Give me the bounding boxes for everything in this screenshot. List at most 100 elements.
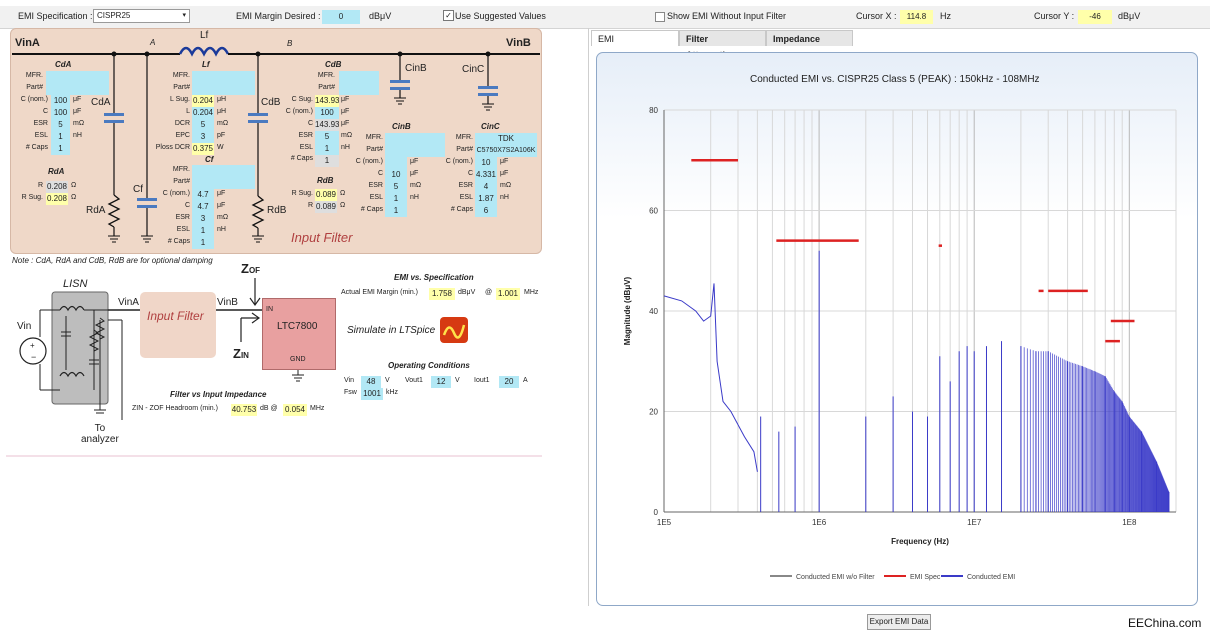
cf-cnom-input[interactable]: 4.7 [192, 189, 214, 201]
rda-r-value: 0.208 [46, 181, 68, 193]
export-emi-data-button[interactable]: Export EMI Data [867, 614, 931, 630]
rda-rsug-value: 0.208 [46, 193, 68, 205]
cdb-esl-input[interactable]: 1 [315, 143, 339, 155]
cda-cnom-input[interactable]: 100 [51, 95, 70, 107]
lf-epc-input[interactable]: 3 [192, 131, 214, 143]
cdb-c-label: C [307, 120, 313, 127]
lf-l-input[interactable]: 0.204 [192, 107, 214, 119]
lf-ploss-label: Ploss DCR [155, 144, 190, 151]
ltspice-launch-button[interactable] [440, 317, 468, 343]
op-vin-input[interactable]: 48 [361, 376, 381, 388]
cdb-cnom-input[interactable]: 100 [315, 107, 339, 119]
cinc-c-unit: μF [500, 170, 509, 177]
cdb-esl-unit: nH [341, 144, 350, 151]
emi-margin-input[interactable]: 0 [322, 10, 360, 24]
cda-c-input[interactable]: 100 [51, 107, 70, 119]
cinc-esr-input[interactable]: 4 [475, 181, 497, 193]
cinb-esl-input[interactable]: 1 [385, 193, 407, 205]
cinc-cnom-input[interactable]: 10 [475, 157, 497, 169]
cda-esl-input[interactable]: 1 [51, 131, 70, 143]
cf-caps-input[interactable]: 1 [192, 237, 214, 249]
y-tick-label: 20 [649, 408, 658, 417]
cinb-part-input[interactable] [385, 145, 445, 157]
cinb-cnom-input[interactable] [385, 157, 407, 169]
cinc-cnom-label: C (nom.) [445, 158, 473, 165]
op-vout-input[interactable]: 12 [431, 376, 451, 388]
cf-mfr-input[interactable] [192, 165, 255, 177]
cdb-mfr-label: MFR. [317, 72, 335, 79]
cinb-title: CinB [392, 122, 411, 131]
cinb-esr-label: ESR [368, 182, 383, 189]
show-emi-checkbox[interactable] [655, 12, 665, 22]
cinb-c-input[interactable]: 10 [385, 169, 407, 181]
actual-margin-label: Actual EMI Margin (min.) [341, 289, 419, 296]
cf-esl-input[interactable]: 1 [192, 225, 214, 237]
cf-esr-input[interactable]: 3 [192, 213, 214, 225]
cdb-part-input[interactable] [339, 83, 379, 95]
cdb-esr-input[interactable]: 5 [315, 131, 339, 143]
cinc-caps-input[interactable]: 6 [475, 205, 497, 217]
lf-part-label: Part# [173, 84, 190, 91]
cdb-mfr-input[interactable] [339, 71, 379, 83]
op-fsw-input[interactable]: 1001 [361, 388, 383, 400]
cda-caps-input[interactable]: 1 [51, 143, 70, 155]
cursor-x-unit: Hz [940, 11, 951, 21]
filter-vs-impedance-title: Filter vs Input Impedance [170, 390, 267, 399]
y-tick-label: 40 [649, 307, 658, 316]
cf-cnom-label: C (nom.) [162, 190, 190, 197]
margin-freq-value: 1.001 [496, 288, 520, 300]
cdb-c-value: 143.93 [315, 119, 339, 131]
zin-headroom-freq: 0.054 [283, 404, 307, 416]
cinc-mfr-input[interactable]: TDK [475, 133, 537, 145]
cinb-esr-input[interactable]: 5 [385, 181, 407, 193]
cda-mfr-input[interactable] [46, 71, 109, 83]
op-conditions-title: Operating Conditions [388, 361, 470, 370]
lf-dcr-input[interactable]: 5 [192, 119, 214, 131]
input-filter-title: Input Filter [291, 230, 353, 245]
tab-emi[interactable]: EMI [591, 30, 679, 46]
rdb-title: RdB [317, 176, 334, 185]
cda-part-label: Part# [26, 84, 43, 91]
cinc-label: CinC [462, 64, 485, 75]
tab-impedance[interactable]: Impedance [766, 30, 853, 46]
lf-mfr-input[interactable] [192, 71, 255, 83]
cinb-mfr-input[interactable] [385, 133, 445, 145]
input-filter-block-label: Input Filter [147, 309, 204, 323]
use-suggested-checkbox[interactable]: ✓ [443, 10, 454, 21]
cinc-part-input[interactable]: C5750X7S2A106K [475, 145, 537, 157]
op-fsw-label: Fsw [344, 389, 357, 396]
cinc-esl-input[interactable]: 1.87 [475, 193, 497, 205]
op-vout-unit: V [455, 377, 460, 384]
x-tick-label: 1E8 [1122, 518, 1137, 527]
lower-vina-label: VinA [118, 297, 139, 308]
op-vout-label: Vout1 [405, 377, 423, 384]
ltc7800-chip: IN LTC7800 GND [262, 298, 336, 370]
cursor-x-value: 114.8 [900, 10, 933, 24]
cf-c-unit: μF [217, 202, 226, 209]
rdb-rsug-unit: Ω [340, 190, 346, 197]
cf-branch [137, 54, 157, 243]
cinc-part-label: Part# [456, 146, 473, 153]
lf-part-input[interactable] [192, 83, 255, 95]
simulate-ltspice-label: Simulate in LTSpice [347, 325, 436, 336]
cda-cnom-unit: μF [73, 96, 82, 103]
emi-spec-select[interactable]: CISPR25 ▾ [93, 9, 190, 23]
cf-part-input[interactable] [192, 177, 255, 189]
y-tick-label: 60 [649, 207, 658, 216]
input-filter-panel [10, 28, 542, 254]
cda-esl-unit: nH [73, 132, 82, 139]
cinc-c-input[interactable]: 4.331 [475, 169, 497, 181]
cdb-csug-value: 143.93 [315, 95, 339, 107]
cinb-caps-input[interactable]: 1 [385, 205, 407, 217]
zof-z: Z [241, 261, 249, 276]
cdb-esr-unit: mΩ [341, 132, 353, 139]
cda-part-input[interactable] [46, 83, 109, 95]
cdb-cnom-label: C (nom.) [285, 108, 313, 115]
lisn-label: LISN [63, 278, 88, 290]
at-symbol: @ [485, 289, 493, 296]
cda-esr-input[interactable]: 5 [51, 119, 70, 131]
cf-c-input[interactable]: 4.7 [192, 201, 214, 213]
op-fsw-unit: kHz [386, 389, 399, 396]
op-iout-input[interactable]: 20 [499, 376, 519, 388]
cdb-esr-label: ESR [298, 132, 313, 139]
